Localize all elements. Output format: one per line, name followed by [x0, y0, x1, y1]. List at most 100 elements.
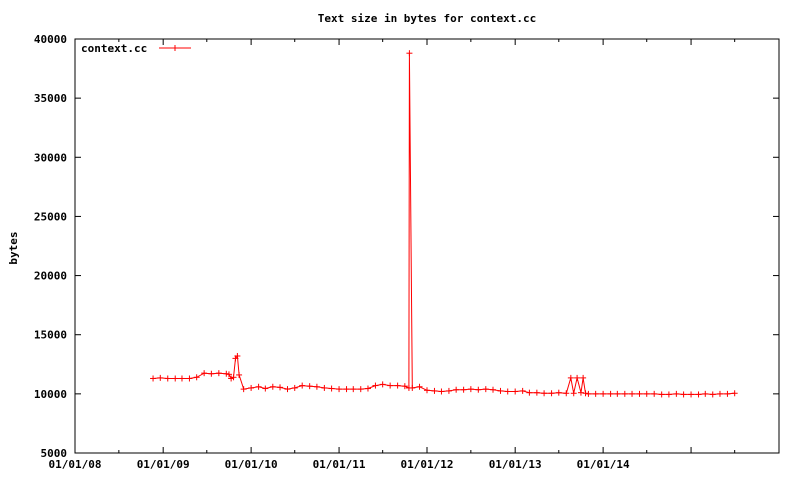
data-point	[157, 374, 164, 381]
data-point	[512, 388, 519, 395]
data-point	[541, 390, 548, 397]
data-point	[357, 386, 364, 393]
data-point	[490, 386, 497, 393]
data-point	[445, 387, 452, 394]
data-point	[306, 383, 313, 390]
data-point	[284, 386, 291, 393]
y-axis-ticks: 5000 10000 15000 20000 25000 30000 35000 40000	[34, 33, 779, 460]
data-point	[453, 386, 460, 393]
data-point	[178, 375, 185, 382]
data-point	[621, 390, 628, 397]
data-point	[406, 50, 413, 57]
data-point	[230, 374, 237, 381]
data-point	[475, 386, 482, 393]
data-point	[387, 382, 394, 389]
series	[150, 50, 738, 398]
data-point	[150, 375, 157, 382]
x-tick-label: 01/01/13	[489, 458, 542, 471]
data-point	[658, 391, 665, 398]
data-point	[336, 386, 343, 393]
data-point	[607, 390, 614, 397]
y-tick-label: 35000	[34, 92, 67, 105]
data-point	[533, 389, 540, 396]
data-point	[277, 384, 284, 391]
data-point	[519, 387, 526, 394]
data-point	[313, 383, 320, 390]
data-point	[577, 389, 584, 396]
data-point	[574, 374, 581, 381]
y-tick-label: 40000	[34, 33, 67, 46]
data-point	[291, 384, 298, 391]
data-point	[350, 386, 357, 393]
data-point	[643, 390, 650, 397]
y-tick-label: 15000	[34, 329, 67, 342]
data-point	[724, 390, 731, 397]
data-point	[673, 390, 680, 397]
data-point	[401, 383, 408, 390]
data-point	[416, 383, 423, 390]
data-point	[467, 386, 474, 393]
data-point	[431, 387, 438, 394]
x-tick-label: 01/01/11	[313, 458, 366, 471]
data-point	[372, 382, 379, 389]
data-point	[201, 370, 208, 377]
data-point	[651, 390, 658, 397]
data-point	[172, 375, 179, 382]
x-tick-label: 01/01/12	[401, 458, 454, 471]
data-point	[680, 391, 687, 398]
y-tick-label: 10000	[34, 388, 67, 401]
data-point	[299, 382, 306, 389]
data-point	[482, 386, 489, 393]
data-point	[321, 384, 328, 391]
data-point	[567, 374, 574, 381]
data-point	[600, 390, 607, 397]
data-point	[394, 382, 401, 389]
plot-area	[150, 50, 738, 398]
legend-marker	[172, 45, 178, 51]
data-point	[424, 387, 430, 394]
x-tick-label: 01/01/08	[49, 458, 102, 471]
data-point	[636, 390, 643, 397]
data-point	[234, 353, 241, 360]
x-tick-label: 01/01/09	[137, 458, 190, 471]
data-point	[186, 375, 193, 382]
data-point	[526, 389, 533, 396]
data-point	[629, 390, 636, 397]
data-point	[585, 390, 592, 397]
data-point	[343, 386, 350, 393]
y-axis-label: bytes	[7, 231, 20, 264]
x-axis-ticks: 01/01/08 01/01/09 01/01/10 01/01/11 01/01/12…	[49, 39, 780, 471]
data-point	[255, 383, 262, 390]
data-point	[555, 389, 562, 396]
data-point	[592, 390, 599, 397]
plot-border	[74, 38, 780, 454]
data-point	[688, 391, 695, 398]
data-point	[208, 370, 215, 377]
data-point	[409, 384, 416, 391]
y-tick-label: 30000	[34, 151, 67, 164]
data-point	[702, 390, 709, 397]
data-point	[548, 390, 555, 397]
data-point	[695, 391, 702, 398]
data-point	[248, 384, 255, 391]
data-point	[504, 388, 511, 395]
data-point	[164, 375, 171, 382]
data-point	[269, 383, 276, 390]
y-tick-label: 20000	[34, 270, 67, 283]
data-point	[497, 387, 504, 394]
x-tick-label: 01/01/14	[577, 458, 630, 471]
y-tick-label: 25000	[34, 210, 67, 223]
data-point	[582, 390, 589, 397]
data-point	[240, 386, 247, 393]
data-point	[438, 388, 445, 395]
legend: context.cc	[81, 42, 191, 55]
data-point	[328, 385, 335, 392]
x-tick-label: 01/01/10	[225, 458, 278, 471]
data-point	[236, 371, 243, 378]
y-tick-label: 5000	[41, 447, 68, 460]
data-point	[223, 370, 230, 377]
data-point	[731, 390, 738, 397]
data-point	[364, 385, 371, 392]
